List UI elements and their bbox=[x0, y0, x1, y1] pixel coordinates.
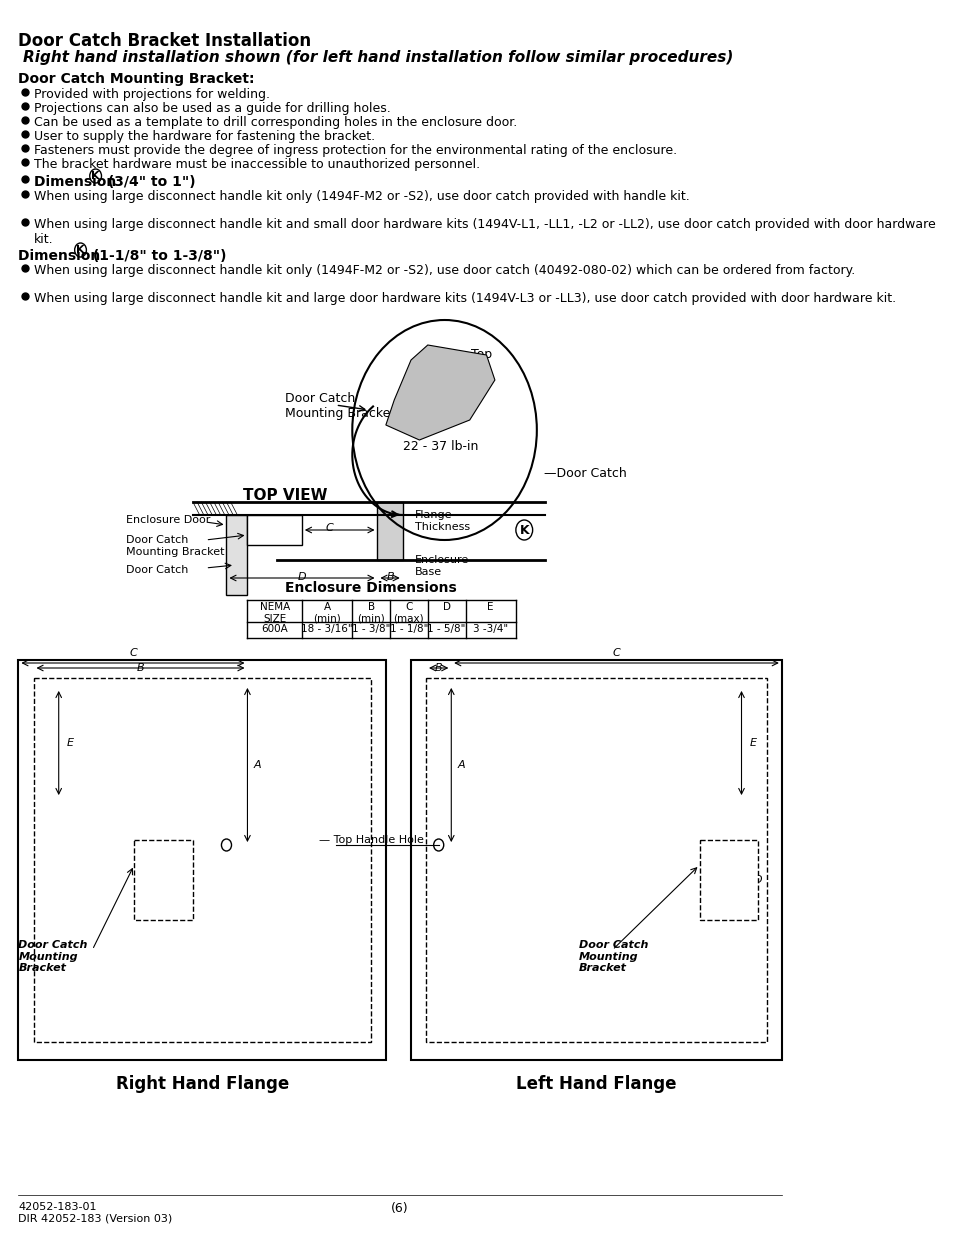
Text: A: A bbox=[253, 760, 261, 769]
Text: When using large disconnect handle kit and small door hardware kits (1494V-L1, -: When using large disconnect handle kit a… bbox=[33, 219, 934, 246]
Text: Provided with projections for welding.: Provided with projections for welding. bbox=[33, 88, 270, 101]
Text: Enclosure Door: Enclosure Door bbox=[126, 515, 210, 525]
Text: Door Catch: Door Catch bbox=[126, 564, 188, 576]
Text: Door Catch
Mounting Bracket: Door Catch Mounting Bracket bbox=[126, 535, 224, 557]
Text: D: D bbox=[297, 572, 306, 582]
Polygon shape bbox=[385, 345, 495, 440]
Text: 22 - 37 lb-in: 22 - 37 lb-in bbox=[402, 440, 477, 453]
Text: TOP VIEW: TOP VIEW bbox=[243, 488, 328, 503]
Text: Left Hand Flange: Left Hand Flange bbox=[516, 1074, 676, 1093]
Bar bbox=[226, 515, 247, 595]
Text: C: C bbox=[129, 648, 136, 658]
Text: Right Hand Flange: Right Hand Flange bbox=[115, 1074, 289, 1093]
Text: (3/4" to 1"): (3/4" to 1") bbox=[103, 175, 195, 189]
Text: C
(max): C (max) bbox=[394, 601, 424, 624]
Text: K: K bbox=[518, 524, 529, 536]
Text: The bracket hardware must be inaccessible to unauthorized personnel.: The bracket hardware must be inaccessibl… bbox=[33, 158, 479, 170]
Text: Dimension: Dimension bbox=[33, 175, 120, 189]
Text: A
(min): A (min) bbox=[313, 601, 340, 624]
Text: B: B bbox=[386, 572, 394, 582]
Text: (6): (6) bbox=[391, 1202, 409, 1215]
Text: Enclosure Dimensions: Enclosure Dimensions bbox=[285, 580, 456, 595]
Text: User to supply the hardware for fastening the bracket.: User to supply the hardware for fastenin… bbox=[33, 130, 375, 143]
Text: Door Catch Bracket Installation: Door Catch Bracket Installation bbox=[18, 32, 312, 49]
Text: Flange
Thickness: Flange Thickness bbox=[415, 510, 470, 531]
Text: C: C bbox=[612, 648, 619, 658]
Text: E: E bbox=[67, 739, 74, 748]
Text: Enclosure
Base: Enclosure Base bbox=[415, 555, 469, 577]
Text: D: D bbox=[147, 876, 155, 885]
Text: NEMA
SIZE: NEMA SIZE bbox=[259, 601, 290, 624]
Bar bbox=[699, 840, 758, 920]
Text: D: D bbox=[753, 876, 761, 885]
Text: Top: Top bbox=[471, 348, 492, 361]
Text: B: B bbox=[136, 663, 144, 673]
Bar bbox=[134, 840, 193, 920]
Text: K: K bbox=[76, 245, 85, 254]
Text: K: K bbox=[91, 170, 100, 182]
Text: 1 - 3/8": 1 - 3/8" bbox=[352, 624, 390, 634]
Text: E: E bbox=[749, 739, 756, 748]
Text: C: C bbox=[325, 522, 334, 534]
Text: Door Catch Mounting Bracket:: Door Catch Mounting Bracket: bbox=[18, 72, 254, 86]
Text: 600A: 600A bbox=[261, 624, 288, 634]
Text: Projections can also be used as a guide for drilling holes.: Projections can also be used as a guide … bbox=[33, 103, 390, 115]
Bar bbox=[247, 515, 302, 545]
FancyBboxPatch shape bbox=[33, 678, 371, 1042]
Text: 1 - 1/8": 1 - 1/8" bbox=[390, 624, 428, 634]
Text: 18 - 3/16": 18 - 3/16" bbox=[301, 624, 353, 634]
FancyBboxPatch shape bbox=[426, 678, 766, 1042]
Text: Right hand installation shown (for left hand installation follow similar procedu: Right hand installation shown (for left … bbox=[24, 49, 733, 65]
Text: —Door Catch: —Door Catch bbox=[543, 467, 625, 480]
Text: B: B bbox=[435, 663, 442, 673]
Text: 1 - 5/8": 1 - 5/8" bbox=[427, 624, 465, 634]
Text: Can be used as a template to drill corresponding holes in the enclosure door.: Can be used as a template to drill corre… bbox=[33, 116, 517, 128]
Text: Dimension: Dimension bbox=[18, 249, 106, 263]
Text: Door Catch
Mounting
Bracket: Door Catch Mounting Bracket bbox=[578, 940, 647, 973]
Text: B
(min): B (min) bbox=[357, 601, 385, 624]
Text: Door Catch
Mounting
Bracket: Door Catch Mounting Bracket bbox=[18, 940, 88, 973]
Text: (1-1/8" to 1-3/8"): (1-1/8" to 1-3/8") bbox=[88, 249, 227, 263]
Bar bbox=[18, 659, 385, 1060]
Text: When using large disconnect handle kit only (1494F-M2 or -S2), use door catch (4: When using large disconnect handle kit o… bbox=[33, 264, 854, 277]
Text: When using large disconnect handle kit only (1494F-M2 or -S2), use door catch pr: When using large disconnect handle kit o… bbox=[33, 190, 689, 203]
Text: A: A bbox=[457, 760, 465, 769]
Text: Fasteners must provide the degree of ingress protection for the environmental ra: Fasteners must provide the degree of ing… bbox=[33, 144, 676, 157]
Text: Door Catch
Mounting Bracket: Door Catch Mounting Bracket bbox=[285, 391, 395, 420]
Bar bbox=[377, 501, 402, 559]
Text: E: E bbox=[487, 601, 494, 613]
Text: When using large disconnect handle kit and large door hardware kits (1494V-L3 or: When using large disconnect handle kit a… bbox=[33, 291, 895, 305]
Text: 42052-183-01
DIR 42052-183 (Version 03): 42052-183-01 DIR 42052-183 (Version 03) bbox=[18, 1202, 172, 1224]
Text: 3 -3/4": 3 -3/4" bbox=[473, 624, 508, 634]
Bar bbox=[411, 659, 781, 1060]
Text: D: D bbox=[442, 601, 450, 613]
Text: — Top Handle Hole: — Top Handle Hole bbox=[318, 835, 423, 845]
